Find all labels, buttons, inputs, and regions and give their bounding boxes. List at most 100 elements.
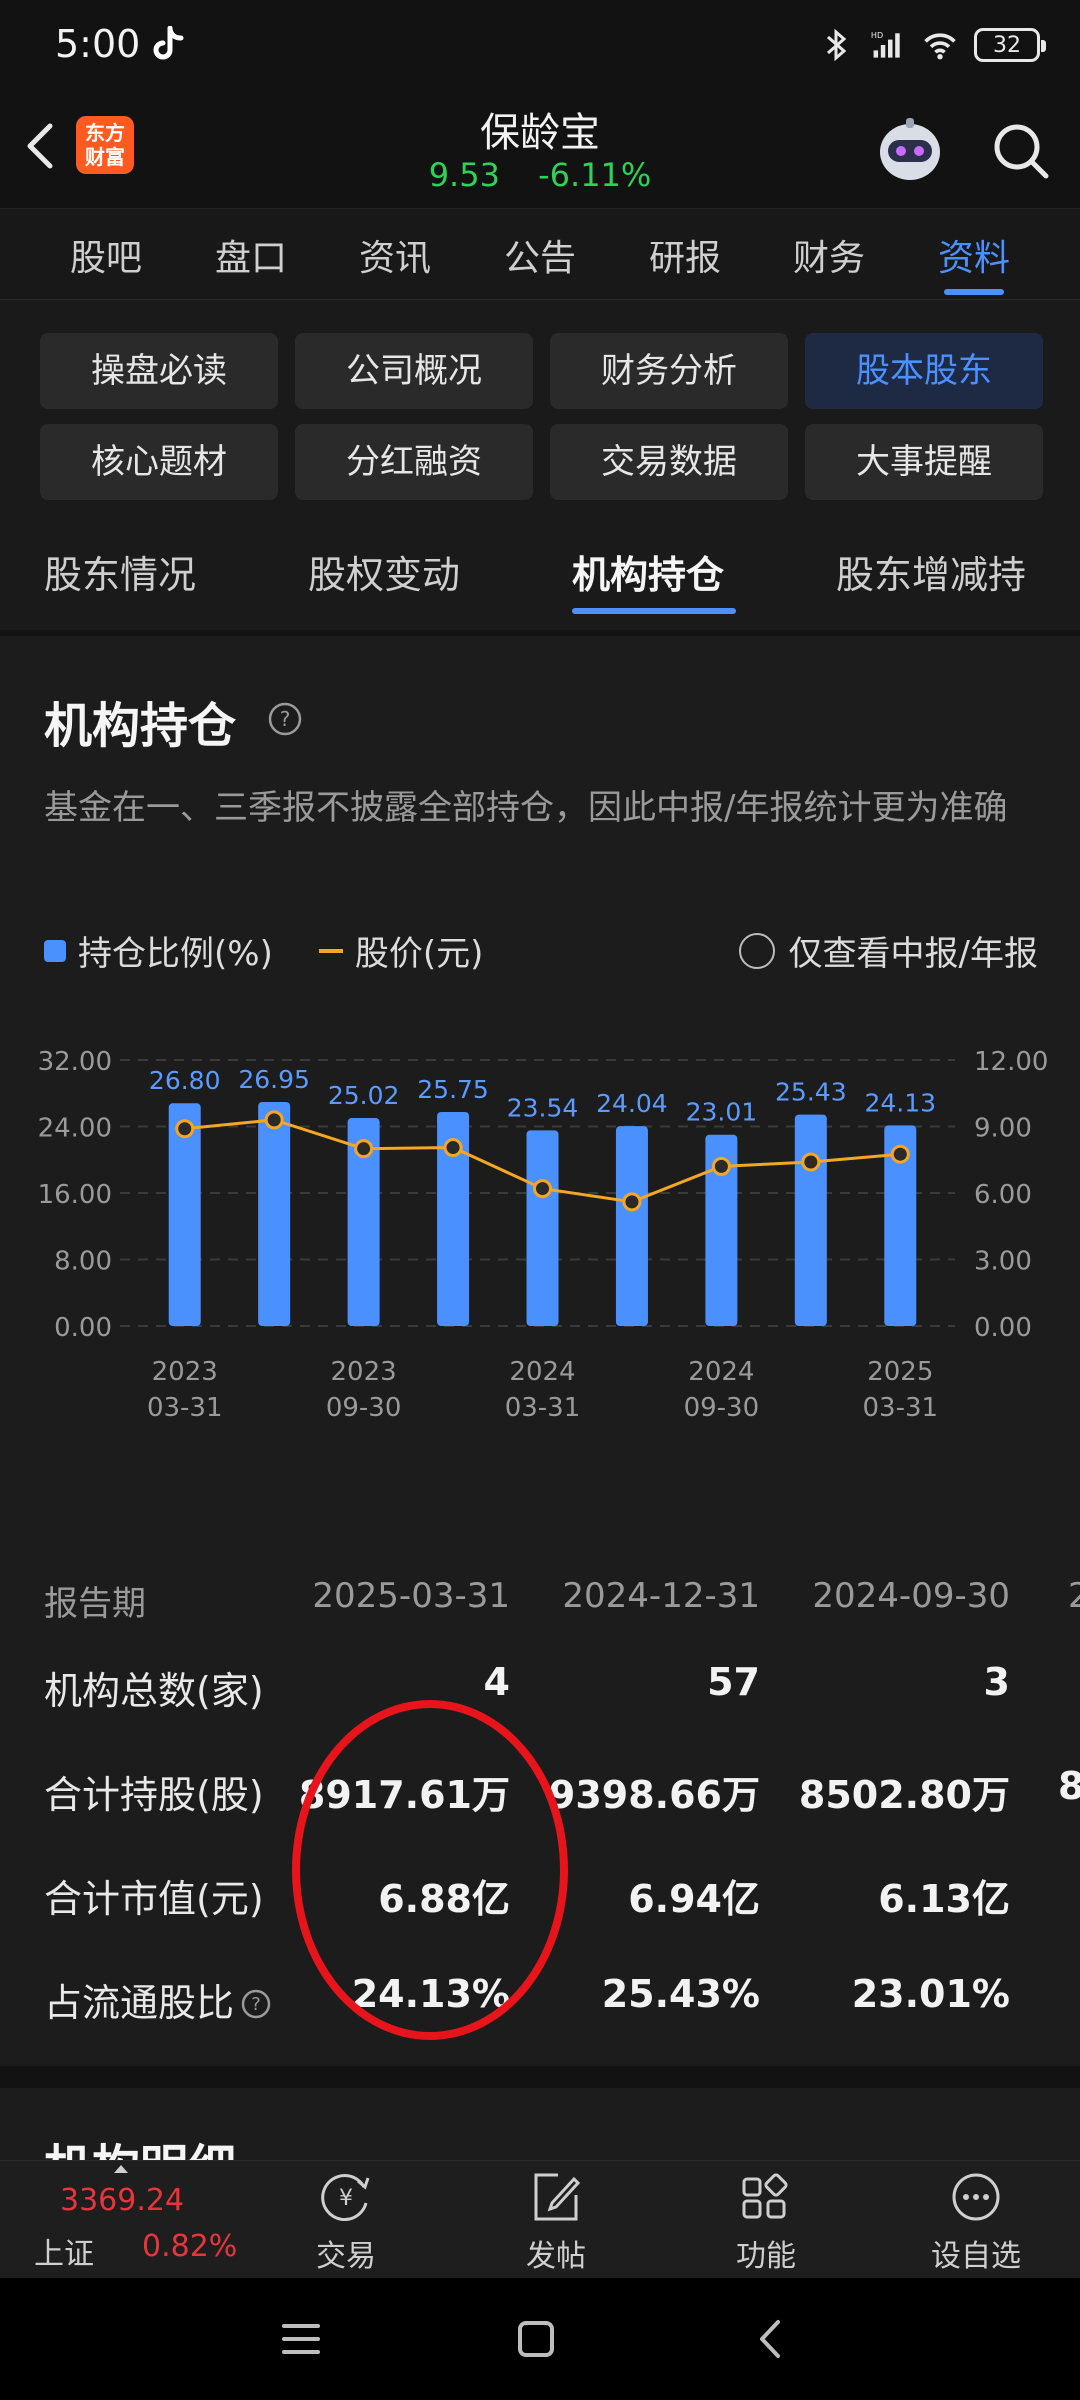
expand-caret-icon[interactable] [114,2165,128,2173]
grid-btn-dividends[interactable]: 分红融资 [295,424,533,500]
home-icon[interactable] [511,2314,561,2364]
menu-icon[interactable] [276,2314,326,2364]
bar [794,1114,827,1326]
tab-pankou[interactable]: 盘口 [214,238,287,279]
more-dots-icon [952,2173,1000,2221]
app-logo[interactable]: 东方财富 [76,116,134,174]
subtab-institutional-holdings[interactable]: 机构持仓 [572,553,725,597]
subtab-shareholders[interactable]: 股东情况 [44,553,197,597]
grid-btn-shareholders[interactable]: 股本股东 [805,333,1043,409]
grid-btn-trade-data[interactable]: 交易数据 [550,424,788,500]
help-icon[interactable]: ? [240,1988,272,2020]
x-tick-date: 03-31 [862,1393,938,1423]
period-col-4: 2 [1068,1576,1080,1616]
table-cell: 8 [1058,1764,1080,1808]
tab-announcements[interactable]: 公告 [503,238,576,279]
price-point [533,1179,552,1199]
price-point [622,1192,642,1212]
bar [705,1134,738,1326]
trade-yen-icon: ¥ [321,2174,370,2221]
y-right-tick-label: 0.00 [974,1313,1032,1343]
table-header-row: 报告期 2025-03-31 2024-12-31 2024-09-30 2 [0,1576,1080,1656]
tab-news[interactable]: 资讯 [358,238,431,279]
robot-assistant-icon[interactable] [872,112,948,188]
x-tick-date: 03-31 [505,1393,581,1423]
grid-btn-financial-analysis[interactable]: 财务分析 [550,333,788,409]
row-label: 合计持股(股) [44,1773,264,1817]
nav-watchlist[interactable]: 设自选 [896,2169,1056,2277]
svg-text:HD: HD [871,30,883,40]
period-col-2: 2024-12-31 [562,1576,760,1616]
status-time: 5:00 [55,22,141,66]
help-icon[interactable]: ? [268,702,302,736]
nav-functions[interactable]: 功能 [686,2169,846,2277]
stock-quote: 9.53 -6.11% [0,156,1080,194]
price-point [175,1119,195,1139]
nav-post[interactable]: 发帖 [476,2169,636,2277]
report-only-toggle[interactable]: 仅查看中报/年报 [738,926,1038,975]
price-point [264,1110,284,1130]
tab-research[interactable]: 研报 [648,238,721,279]
stock-change-pct: -6.11% [538,156,652,194]
wifi-icon [924,33,956,60]
search-icon[interactable] [990,120,1052,182]
status-bar: 5:00 HD 32 [0,0,1080,90]
index-name[interactable]: 上证 [34,2237,94,2272]
period-col-3: 2024-09-30 [812,1576,1010,1616]
back-arrow-icon[interactable] [20,118,60,174]
y-right-tick-label: 9.00 [974,1114,1032,1144]
y-left-tick-label: 8.00 [54,1247,112,1277]
subtab-equity-changes[interactable]: 股权变动 [308,553,461,597]
grid-btn-trading-guide[interactable]: 操盘必读 [40,333,278,409]
disclosure-note: 基金在一、三季报不披露全部持仓，因此中报/年报统计更为准确 [44,788,1008,828]
bar [258,1101,291,1326]
index-value[interactable]: 3369.24 [60,2183,185,2218]
grid-btn-events[interactable]: 大事提醒 [805,424,1043,500]
table-row: 占流通股比? 24.13% 25.43% 23.01% [0,1972,1080,2052]
bar-value-label: 24.13 [864,1088,936,1117]
table-cell: 8502.80万 [798,1773,1010,1817]
y-left-tick-label: 16.00 [38,1180,112,1210]
table-cell: 9398.66万 [548,1773,760,1817]
period-col-1: 2025-03-31 [312,1576,510,1616]
bar [168,1103,201,1326]
main-tabs: 股吧 盘口 资讯 公告 研报 财务 资料 [0,208,1080,300]
stock-name: 保龄宝 [480,110,600,156]
bar [437,1111,470,1326]
row-label: 合计市值(元) [44,1877,264,1921]
grid-btn-core-themes[interactable]: 核心题材 [40,424,278,500]
tab-profile[interactable]: 资料 [937,238,1010,279]
stock-header: 东方财富 保龄宝 9.53 -6.11% [0,90,1080,208]
bar [615,1126,648,1326]
holdings-chart: 32.00 24.00 16.00 8.00 0.00 12.00 9.00 6.00 3.00… [38,1047,1049,1423]
nav-post-label: 发帖 [526,2239,586,2274]
next-section-title: 机构明细 [44,2128,236,2160]
tab-guba[interactable]: 股吧 [69,238,142,279]
y-left-tick-label: 24.00 [38,1114,112,1144]
table-cell: 4 [483,1660,510,1704]
bar-value-label: 25.43 [775,1078,847,1107]
price-point [801,1152,821,1172]
x-tick-year: 2024 [509,1357,575,1387]
y-right-tick-label: 6.00 [974,1180,1032,1210]
table-cell: 6.94亿 [628,1877,760,1921]
tiktok-icon [153,26,184,60]
table-row: 机构总数(家) 4 57 3 [0,1660,1080,1740]
y-right-tick-label: 3.00 [974,1247,1032,1277]
radio-button[interactable] [738,932,775,969]
back-icon[interactable] [746,2314,796,2364]
tab-finance[interactable]: 财务 [792,238,865,279]
row-label: 占流通股比? [44,1972,272,2027]
index-change-pct[interactable]: 0.82% [142,2229,238,2264]
bar-value-label: 23.54 [507,1093,579,1122]
stock-price: 9.53 [428,156,500,194]
price-point [890,1144,910,1164]
subtab-holder-changes[interactable]: 股东增减持 [836,553,1027,597]
price-point [711,1156,731,1176]
active-tab-indicator [944,289,1004,295]
grid-btn-company-overview[interactable]: 公司概况 [295,333,533,409]
edit-icon [534,2173,581,2221]
nav-trade[interactable]: ¥ 交易 [266,2169,426,2277]
table-cell: 3 [983,1660,1010,1704]
table-cell: 23.01% [851,1972,1010,2016]
